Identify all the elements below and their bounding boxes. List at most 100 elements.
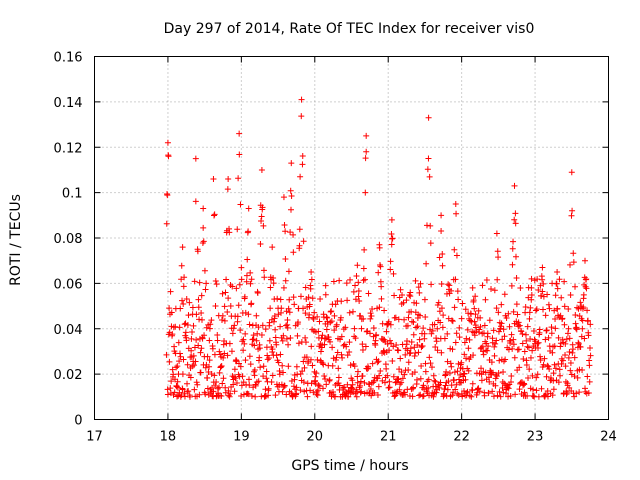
- data-point: [437, 379, 444, 386]
- data-point: [389, 357, 396, 364]
- data-point: [206, 363, 213, 370]
- data-point: [388, 241, 395, 248]
- data-point: [535, 339, 542, 346]
- data-point: [299, 161, 306, 168]
- data-point: [404, 322, 411, 329]
- data-point: [204, 353, 211, 360]
- data-point: [551, 343, 558, 350]
- data-point: [458, 359, 465, 366]
- data-point: [377, 368, 384, 375]
- x-tick-label: 20: [307, 430, 324, 445]
- data-point: [338, 351, 345, 358]
- data-point: [263, 375, 270, 382]
- data-point: [246, 321, 253, 328]
- data-point: [439, 324, 446, 331]
- data-point: [202, 364, 209, 371]
- data-point: [584, 373, 591, 380]
- y-tick-label: 0.1: [62, 187, 83, 202]
- data-point: [218, 317, 225, 324]
- data-point: [514, 311, 521, 318]
- data-point: [398, 368, 405, 375]
- data-point: [326, 376, 333, 383]
- data-point: [522, 304, 529, 311]
- data-point: [376, 262, 383, 269]
- data-point: [254, 330, 261, 337]
- data-point: [309, 295, 316, 302]
- data-point: [344, 352, 351, 359]
- data-point: [238, 276, 245, 283]
- data-point: [421, 330, 428, 337]
- data-point: [346, 348, 353, 355]
- data-point: [422, 314, 429, 321]
- data-point: [561, 303, 568, 310]
- data-point: [263, 368, 270, 375]
- data-point: [331, 327, 338, 334]
- data-point: [519, 331, 526, 338]
- data-point: [528, 275, 535, 282]
- data-point: [461, 370, 468, 377]
- data-point: [226, 229, 233, 236]
- data-point: [505, 393, 512, 400]
- data-point: [424, 166, 431, 173]
- data-point: [286, 309, 293, 316]
- data-point: [571, 373, 578, 380]
- data-point: [294, 332, 301, 339]
- data-point: [297, 173, 304, 180]
- data-point: [559, 336, 566, 343]
- data-point: [274, 295, 281, 302]
- data-point: [279, 388, 286, 395]
- data-point: [280, 369, 287, 376]
- y-tick-label: 0.14: [54, 96, 83, 111]
- data-point: [543, 373, 550, 380]
- data-point: [583, 276, 590, 283]
- data-point: [543, 327, 550, 334]
- data-point: [495, 370, 502, 377]
- data-point: [282, 277, 289, 284]
- data-point: [356, 384, 363, 391]
- data-point: [174, 363, 181, 370]
- data-point: [539, 288, 546, 295]
- data-point: [308, 269, 315, 276]
- data-point: [411, 353, 418, 360]
- data-point: [359, 347, 366, 354]
- data-point: [248, 276, 255, 283]
- data-point: [415, 284, 422, 291]
- data-point: [463, 355, 470, 362]
- data-point: [481, 322, 488, 329]
- data-point: [407, 345, 414, 352]
- data-point: [569, 346, 576, 353]
- data-point: [365, 364, 372, 371]
- data-point: [270, 280, 277, 287]
- data-point: [355, 288, 362, 295]
- data-point: [342, 324, 349, 331]
- data-point: [180, 301, 187, 308]
- data-point: [179, 244, 186, 251]
- data-point: [530, 386, 537, 393]
- data-point: [170, 391, 177, 398]
- data-point: [323, 326, 330, 333]
- data-point: [544, 393, 551, 400]
- data-point: [211, 372, 218, 379]
- data-point: [198, 316, 205, 323]
- data-point: [381, 307, 388, 314]
- data-point: [504, 382, 511, 389]
- data-point: [569, 207, 576, 214]
- data-point: [247, 280, 254, 287]
- data-point: [512, 253, 519, 260]
- data-point: [427, 222, 434, 229]
- data-point: [391, 393, 398, 400]
- data-point: [307, 387, 314, 394]
- data-point: [327, 319, 334, 326]
- data-point: [399, 291, 406, 298]
- data-point: [539, 276, 546, 283]
- data-point: [358, 325, 365, 332]
- data-point: [206, 357, 213, 364]
- data-point: [391, 292, 398, 299]
- data-point: [331, 312, 338, 319]
- data-point: [469, 387, 476, 394]
- data-point: [268, 379, 275, 386]
- data-point: [349, 308, 356, 315]
- data-point: [328, 318, 335, 325]
- data-point: [315, 387, 322, 394]
- data-point: [526, 309, 533, 316]
